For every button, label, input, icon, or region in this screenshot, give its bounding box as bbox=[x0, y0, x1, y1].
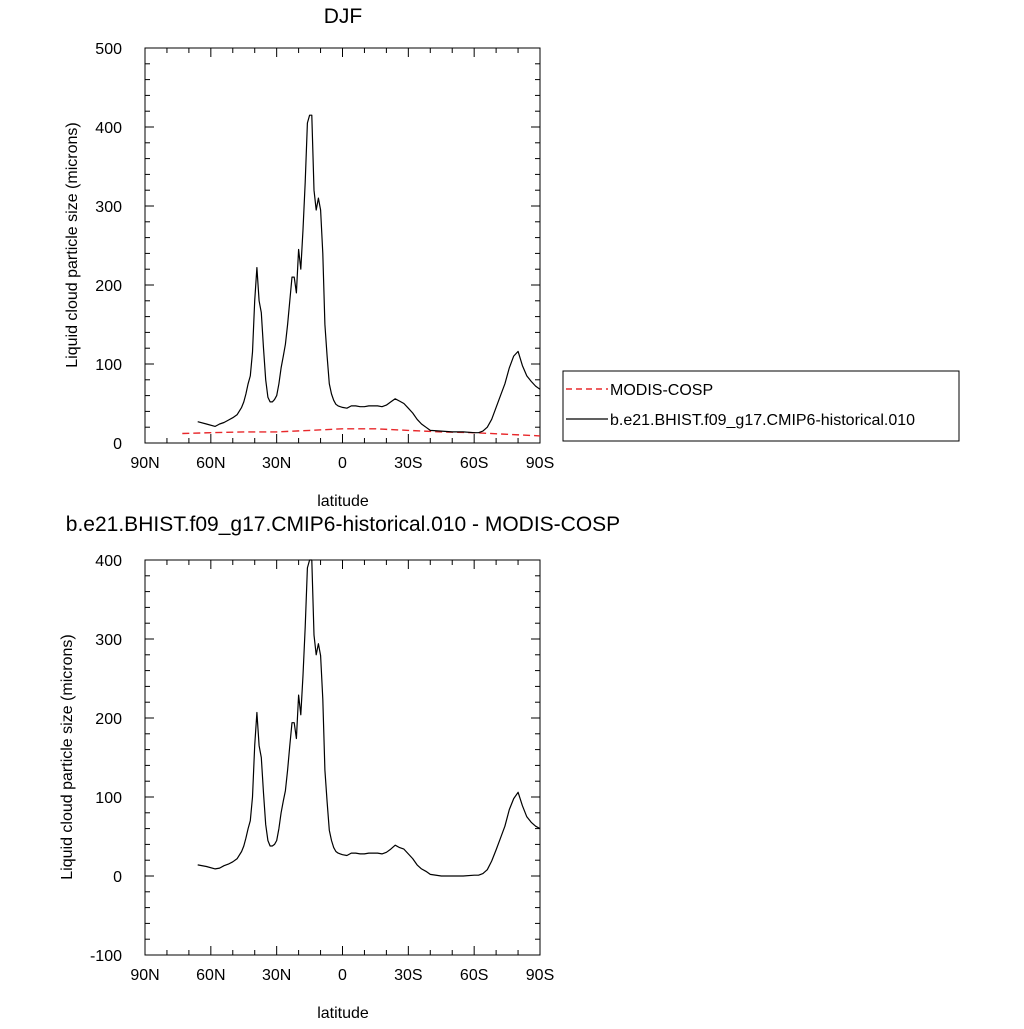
y-tick-label: 100 bbox=[95, 357, 122, 374]
panel-top: DJF 90N 60N 30N 0 30S 60S 90S0100200300400500 … bbox=[64, 5, 960, 510]
series-line-model bbox=[197, 559, 541, 877]
panel-bottom: b.e21.BHIST.f09_g17.CMIP6-historical.010… bbox=[59, 513, 620, 1022]
y-tick-label: 200 bbox=[95, 278, 122, 295]
series-line-model bbox=[197, 114, 541, 434]
x-tick-label: 0 bbox=[338, 455, 347, 472]
panel-bottom-axes: 90N 60N 30N 0 30S 60S 90S -100 0 100 200 300 400 bbox=[90, 553, 554, 984]
legend-box bbox=[562, 370, 960, 442]
x-tick-label: 90N bbox=[130, 455, 159, 472]
x-tick-label: 60S bbox=[460, 967, 488, 984]
y-tick-label: 400 bbox=[95, 120, 122, 137]
y-tick-label: 200 bbox=[95, 711, 122, 728]
y-tick-label: 0 bbox=[113, 436, 122, 453]
y-tick-label: 0 bbox=[113, 869, 122, 886]
y-tick-label: 300 bbox=[95, 632, 122, 649]
y-tick-label: 500 bbox=[95, 41, 122, 58]
panel-bottom-title: b.e21.BHIST.f09_g17.CMIP6-historical.010… bbox=[66, 513, 620, 536]
x-tick-label: 90S bbox=[526, 967, 554, 984]
x-tick-label: 60N bbox=[196, 455, 225, 472]
panel-top-axes: 90N 60N 30N 0 30S 60S 90S 0 100 200 300 400 500 bbox=[95, 41, 554, 472]
plot-frame bbox=[144, 559, 541, 956]
x-tick-label: 90N bbox=[130, 967, 159, 984]
legend-label-modis: MODIS-COSP bbox=[610, 382, 713, 399]
x-tick-label: 30S bbox=[394, 455, 422, 472]
legend: MODIS-COSP b.e21.BHIST.f09_g17.CMIP6-his… bbox=[562, 370, 960, 442]
x-tick-label: 60N bbox=[196, 967, 225, 984]
panel-bottom-xlabel: latitude bbox=[317, 1005, 369, 1022]
x-tick-label: 60S bbox=[460, 455, 488, 472]
x-tick-label: 30N bbox=[262, 967, 291, 984]
x-tick-label: 0 bbox=[338, 967, 347, 984]
panel-bottom-ylabel: Liquid cloud particle size (microns) bbox=[59, 634, 76, 879]
x-tick-label: 30N bbox=[262, 455, 291, 472]
y-tick-label: -100 bbox=[90, 948, 122, 965]
panel-top-series bbox=[182, 114, 541, 437]
y-tick-label: 400 bbox=[95, 553, 122, 570]
y-tick-label: 100 bbox=[95, 790, 122, 807]
plot-frame bbox=[144, 47, 541, 444]
panel-top-xlabel: latitude bbox=[317, 493, 369, 510]
panel-bottom-series bbox=[197, 559, 541, 877]
legend-label-model: b.e21.BHIST.f09_g17.CMIP6-historical.010 bbox=[610, 412, 915, 429]
x-tick-label: 90S bbox=[526, 455, 554, 472]
x-tick-label: 30S bbox=[394, 967, 422, 984]
y-tick-label: 300 bbox=[95, 199, 122, 216]
series-line-modis bbox=[182, 428, 541, 437]
panel-top-ylabel: Liquid cloud particle size (microns) bbox=[64, 122, 81, 367]
panel-top-title: DJF bbox=[324, 5, 363, 28]
